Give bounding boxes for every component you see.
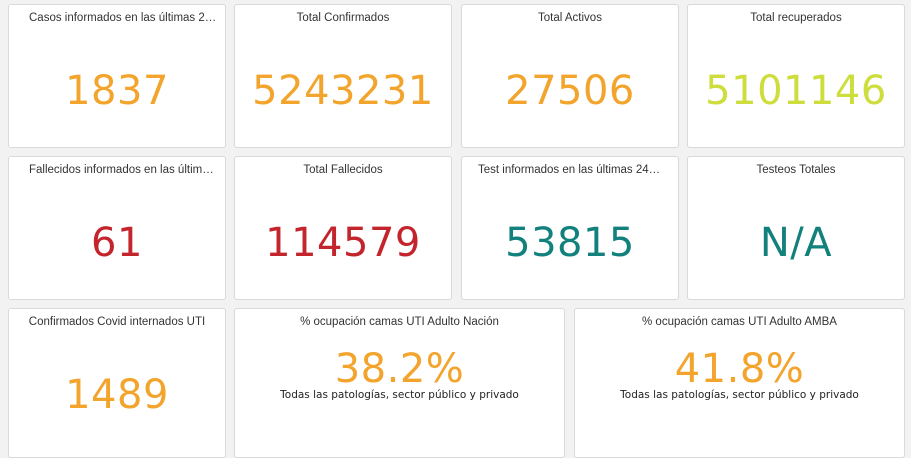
panel-title: Casos informados en las últimas 24 horas: [29, 12, 219, 24]
panel-title: % ocupación camas UTI Adulto Nación: [300, 316, 499, 328]
panel-total-activos: Total Activos 27506: [461, 4, 679, 148]
panel-subtitle: Todas las patologías, sector público y p…: [620, 389, 859, 401]
stat-value: N/A: [759, 220, 833, 266]
panel-confirmados-uti: Confirmados Covid internados UTI 1489: [8, 308, 226, 458]
stat-value: 38.2%: [334, 346, 465, 392]
panel-total-fallecidos: Total Fallecidos 114579: [234, 156, 452, 300]
panel-title: Testeos Totales: [756, 164, 836, 176]
panel-title: % ocupación camas UTI Adulto AMBA: [642, 316, 837, 328]
stat-value: 1837: [65, 68, 169, 114]
panel-title: Total Fallecidos: [303, 164, 383, 176]
panel-casos-24h: Casos informados en las últimas 24 horas…: [8, 4, 226, 148]
panel-ocupacion-uti-amba: % ocupación camas UTI Adulto AMBA 41.8% …: [574, 308, 905, 458]
stat-value: 41.8%: [674, 346, 805, 392]
panel-title: Test informados en las últimas 24 horas: [478, 164, 662, 176]
stat-value: 1489: [65, 372, 169, 418]
panel-subtitle: Todas las patologías, sector público y p…: [280, 389, 519, 401]
panel-ocupacion-uti-nacion: % ocupación camas UTI Adulto Nación 38.2…: [234, 308, 565, 458]
panel-total-recuperados: Total recuperados 5101146: [687, 4, 905, 148]
panel-testeos-totales: Testeos Totales N/A: [687, 156, 905, 300]
panel-title: Total recuperados: [750, 12, 842, 24]
stat-value: 27506: [505, 68, 635, 114]
panel-title: Fallecidos informados en las últimas 24 …: [29, 164, 219, 176]
stat-value: 114579: [265, 220, 421, 266]
panel-title: Confirmados Covid internados UTI: [28, 316, 206, 328]
stat-value: 5101146: [705, 68, 887, 114]
stat-value: 53815: [505, 220, 635, 266]
stat-value: 61: [91, 220, 143, 266]
panel-title: Total Activos: [538, 12, 602, 24]
panel-title: Total Confirmados: [296, 12, 390, 24]
stat-value: 5243231: [252, 68, 434, 114]
panel-test-24h: Test informados en las últimas 24 horas …: [461, 156, 679, 300]
panel-total-confirmados: Total Confirmados 5243231: [234, 4, 452, 148]
panel-fallecidos-24h: Fallecidos informados en las últimas 24 …: [8, 156, 226, 300]
